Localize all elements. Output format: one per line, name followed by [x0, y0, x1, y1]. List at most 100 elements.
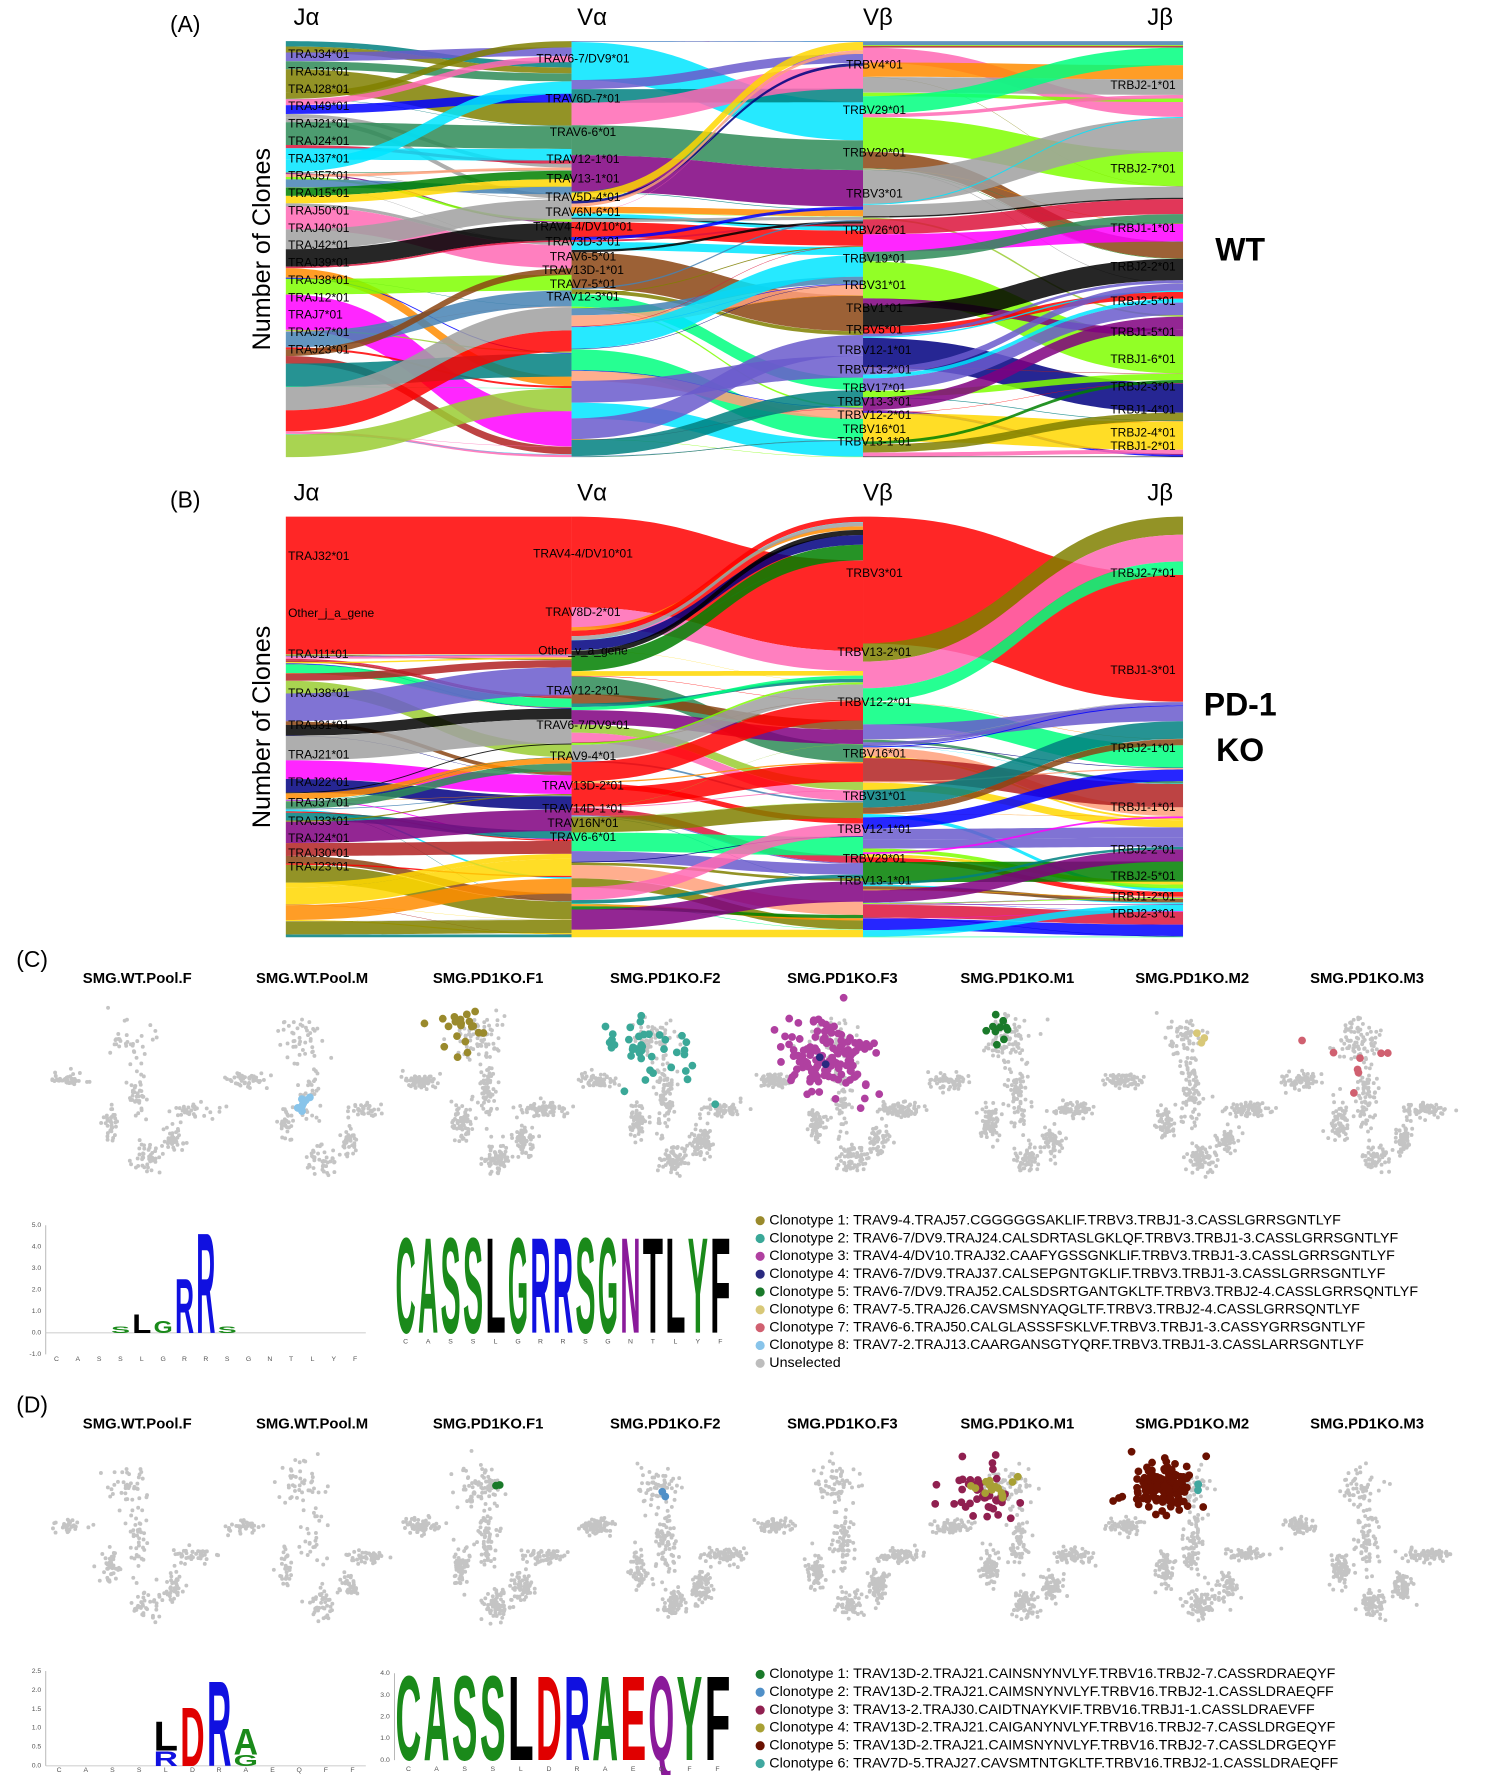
cell-point [150, 1168, 154, 1172]
cell-point [1232, 1102, 1236, 1106]
cell-point [1030, 1105, 1034, 1109]
cell-point [1409, 1119, 1413, 1123]
cell-point [444, 1521, 448, 1525]
cell-point [284, 1564, 288, 1568]
clonotype-point [621, 1087, 629, 1095]
cell-point [526, 1549, 530, 1553]
cell-point [603, 1073, 607, 1077]
cell-point [629, 1133, 633, 1137]
cell-point [453, 1581, 457, 1585]
clonotype-point [862, 1081, 870, 1089]
cell-point [187, 1543, 191, 1547]
gene-label: TRBV26*01 [843, 223, 907, 237]
cell-point [819, 1118, 823, 1122]
cell-point [380, 1112, 384, 1116]
cell-point [127, 1472, 131, 1476]
cell-point [308, 1550, 312, 1554]
cell-point [1454, 1108, 1458, 1112]
cell-point [1343, 1111, 1347, 1115]
cell-point [179, 1120, 183, 1124]
gene-label: TRAV4-4/DV10*01 [533, 547, 633, 561]
cell-point [669, 1019, 673, 1023]
cell-point [238, 1083, 242, 1087]
cell-point [1045, 1143, 1049, 1147]
cell-point [489, 1109, 493, 1113]
cell-point [698, 1112, 702, 1116]
cell-point [1405, 1118, 1409, 1122]
gene-label: TRBJ1-1*01 [1110, 221, 1176, 235]
cell-point [326, 1484, 330, 1488]
cell-point [325, 1613, 329, 1617]
cell-point [504, 1150, 508, 1154]
cell-point [1184, 1167, 1188, 1171]
cell-point [1180, 1106, 1184, 1110]
cell-point [1193, 1120, 1197, 1124]
cell-point [1159, 1117, 1163, 1121]
cell-point [688, 1135, 692, 1139]
cell-point [994, 1037, 998, 1041]
cell-point [528, 1135, 532, 1139]
clonotype-point [837, 1043, 845, 1051]
cell-point [285, 1570, 289, 1574]
cell-point [288, 1474, 292, 1478]
cell-point [1394, 1131, 1398, 1135]
cell-point [323, 1150, 327, 1154]
cell-point [708, 1155, 712, 1159]
cell-point [195, 1106, 199, 1110]
cell-point [888, 1105, 892, 1109]
cell-point [315, 1089, 319, 1093]
cell-point [133, 1084, 137, 1088]
cell-point [1052, 1122, 1056, 1126]
cell-point [462, 1136, 466, 1140]
cell-point [1284, 1091, 1288, 1095]
clonotype-point [642, 1076, 650, 1084]
cell-point [1260, 1113, 1264, 1117]
cell-point [495, 1107, 499, 1111]
cell-point [537, 1134, 541, 1138]
cell-point [258, 1079, 262, 1083]
cell-point [1379, 1028, 1383, 1032]
cell-point [1039, 1032, 1043, 1036]
cell-point [520, 1151, 524, 1155]
cell-point [314, 1506, 318, 1510]
cell-point [1436, 1115, 1440, 1119]
flow-ribbon [572, 930, 863, 937]
gene-label: TRBV13-3*01 [837, 394, 911, 408]
clonotype-point [816, 1053, 824, 1061]
cell-point [1387, 1160, 1391, 1164]
cell-point [129, 1514, 133, 1518]
cell-point [166, 1145, 170, 1149]
gene-label: TRAV12-1*01 [546, 152, 619, 166]
cell-point [1015, 1159, 1019, 1163]
cell-point [1042, 1136, 1046, 1140]
clonotype-point [793, 1065, 801, 1073]
cell-point [151, 1038, 155, 1042]
cell-point [125, 1484, 129, 1488]
cell-point [497, 1036, 501, 1040]
cell-point [134, 1099, 138, 1103]
cell-point [693, 1133, 697, 1137]
cell-point [1184, 1103, 1188, 1107]
cell-point [277, 1495, 281, 1499]
cell-point [1443, 1107, 1447, 1111]
cell-point [509, 1578, 513, 1582]
cell-point [298, 1477, 302, 1481]
cell-point [280, 1562, 284, 1566]
cell-point [376, 1108, 380, 1112]
clonotype-point [822, 1060, 830, 1068]
cell-point [273, 1480, 277, 1484]
cell-point [695, 1152, 699, 1156]
gene-label: TRAJ33*01 [288, 814, 350, 828]
cell-point [246, 1085, 250, 1089]
cell-point [680, 1146, 684, 1150]
cell-point [143, 1052, 147, 1056]
cell-point [1368, 1066, 1372, 1070]
cell-point [856, 1153, 860, 1157]
cell-point [755, 1073, 759, 1077]
cell-point [280, 1557, 284, 1561]
cell-point [370, 1109, 374, 1113]
cell-point [700, 1107, 704, 1111]
cell-point [307, 1531, 311, 1535]
gene-label: TRBJ2-1*01 [1110, 741, 1176, 755]
cell-point [315, 1144, 319, 1148]
